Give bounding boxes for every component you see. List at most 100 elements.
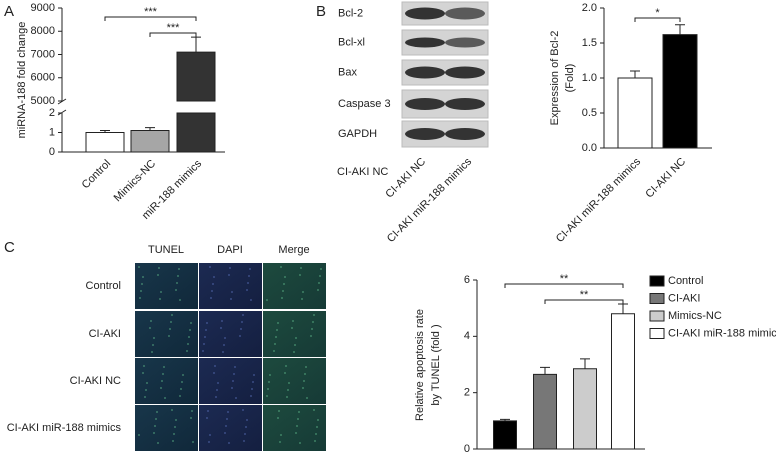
cell-dot <box>151 351 153 353</box>
cell-dot <box>190 417 192 419</box>
cell-dot <box>155 418 157 420</box>
protein-label: Bcl-2 <box>338 7 363 19</box>
cell-dot <box>243 440 245 442</box>
column-header: DAPI <box>217 244 243 256</box>
cell-dot <box>296 425 298 427</box>
error-bar <box>145 127 155 131</box>
bar <box>662 34 698 149</box>
cell-dot <box>231 291 233 293</box>
cell-dot <box>190 322 192 324</box>
cell-dot <box>242 314 244 316</box>
bar <box>533 373 557 450</box>
lane-label: CI-AKI miR-188 mimics <box>385 155 475 245</box>
bar <box>85 132 125 153</box>
cell-dot <box>145 389 147 391</box>
cell-dot <box>280 434 282 436</box>
cell-dot <box>266 299 268 301</box>
x-tick-label: Control <box>80 158 114 192</box>
cell-dot <box>175 419 177 421</box>
bar <box>176 51 216 153</box>
cell-dot <box>315 433 317 435</box>
cell-dot <box>317 289 319 291</box>
bar <box>611 313 635 450</box>
bar <box>573 368 597 450</box>
column-header: Merge <box>278 244 309 256</box>
cell-dot <box>245 426 247 428</box>
legend-swatch <box>649 310 665 322</box>
cell-dot <box>268 381 270 383</box>
cell-dot <box>152 344 154 346</box>
cell-dot <box>138 266 140 268</box>
cell-dot <box>250 395 252 397</box>
cell-dot <box>173 433 175 435</box>
cell-dot <box>158 267 160 269</box>
cell-dot <box>229 267 231 269</box>
blot-band <box>405 37 445 48</box>
cell-dot <box>188 336 190 338</box>
axis-break <box>57 98 67 105</box>
x-tick-label: Mimics-NC <box>112 158 159 205</box>
cell-dot <box>140 290 142 292</box>
cell-dot <box>210 297 212 299</box>
cell-dot <box>180 388 182 390</box>
cell-dot <box>249 268 251 270</box>
cell-dot <box>241 321 243 323</box>
cell-dot <box>179 299 181 301</box>
legend-label: CI-AKI <box>668 292 700 304</box>
y-tick-label: 6 <box>464 274 470 286</box>
cell-dot <box>300 267 302 269</box>
cell-dot <box>291 327 293 329</box>
cell-dot <box>192 441 194 443</box>
cell-dot <box>164 397 166 399</box>
bar <box>130 130 170 153</box>
column-header: TUNEL <box>148 244 184 256</box>
y-tick-label: 1.5 <box>582 37 597 49</box>
cell-dot <box>250 299 252 301</box>
cell-dot <box>230 298 232 300</box>
cell-dot <box>213 276 215 278</box>
cell-dot <box>248 275 250 277</box>
cell-dot <box>288 382 290 384</box>
cell-dot <box>159 298 161 300</box>
cell-dot <box>295 337 297 339</box>
cell-dot <box>142 372 144 374</box>
cell-dot <box>294 344 296 346</box>
legend-label: Control <box>668 275 703 287</box>
panel-label: B <box>316 3 326 20</box>
row-label: CI-AKI <box>89 328 121 340</box>
cell-dot <box>305 366 307 368</box>
micrograph <box>263 311 326 357</box>
error-bar <box>500 418 510 421</box>
cell-dot <box>314 440 316 442</box>
cell-dot <box>293 351 295 353</box>
cell-dot <box>246 419 248 421</box>
cell-dot <box>209 266 211 268</box>
cell-dot <box>233 373 235 375</box>
cell-dot <box>252 381 254 383</box>
cell-dot <box>304 373 306 375</box>
micrograph <box>263 358 326 404</box>
cell-dot <box>277 322 279 324</box>
cell-dot <box>153 432 155 434</box>
cell-dot <box>251 388 253 390</box>
micrograph <box>263 263 326 309</box>
cell-dot <box>253 374 255 376</box>
y-tick-label: 0 <box>464 443 470 455</box>
cell-dot <box>295 432 297 434</box>
cell-dot <box>146 382 148 384</box>
cell-dot <box>138 434 140 436</box>
cell-dot <box>235 397 237 399</box>
cell-dot <box>215 396 217 398</box>
cell-dot <box>299 442 301 444</box>
y-tick-label: 2.0 <box>582 2 597 14</box>
cell-dot <box>269 374 271 376</box>
y-axis-label: by TUNEL (fold ) <box>430 324 442 405</box>
cell-dot <box>285 365 287 367</box>
blot-band <box>445 66 485 79</box>
cell-dot <box>275 336 277 338</box>
blot-band <box>445 98 485 110</box>
cell-dot <box>283 283 285 285</box>
cell-dot <box>303 380 305 382</box>
cell-dot <box>204 336 206 338</box>
